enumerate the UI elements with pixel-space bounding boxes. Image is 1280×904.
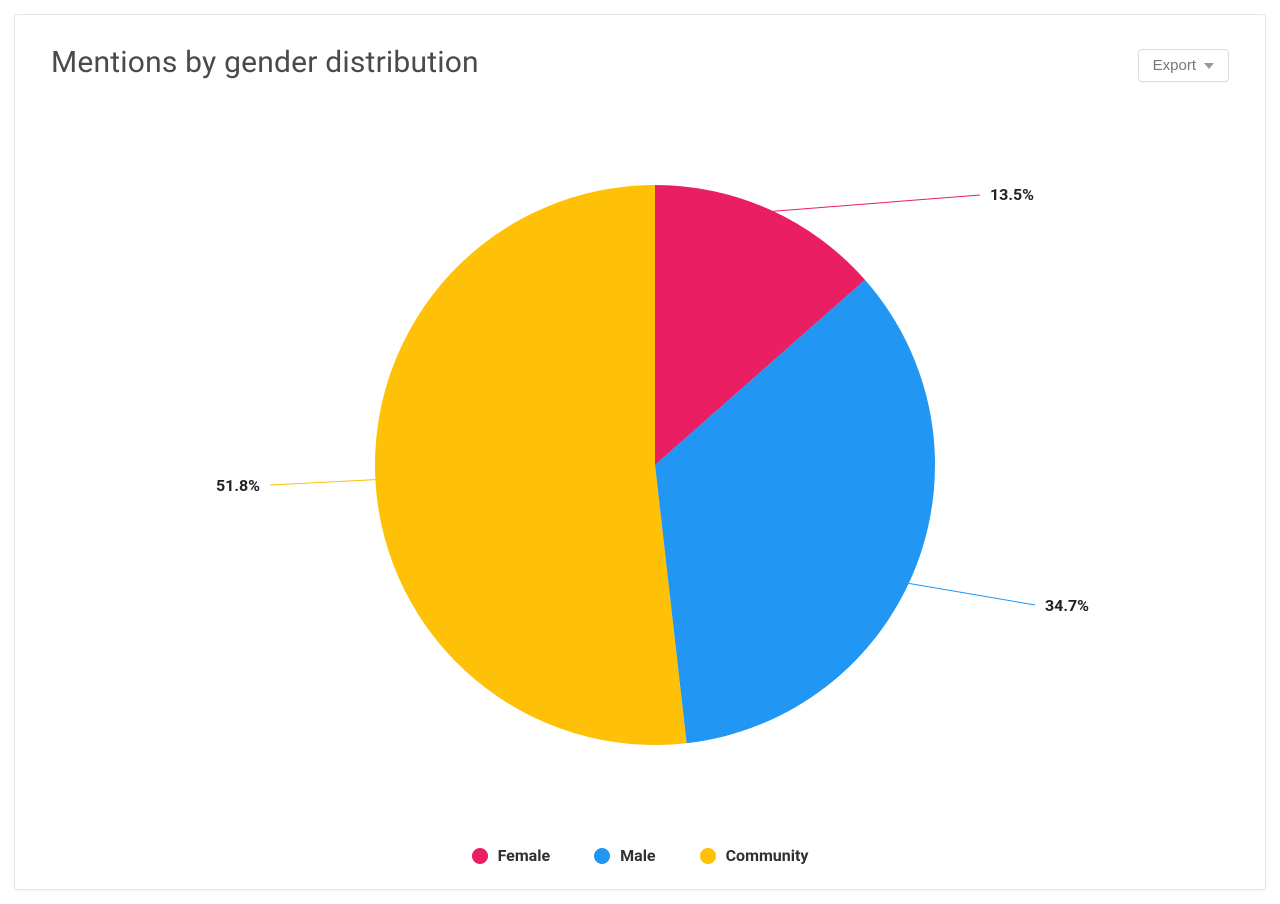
pie-chart-container: 13.5% 34.7% 51.8% — [15, 105, 1265, 819]
export-button[interactable]: Export — [1138, 49, 1229, 82]
chart-card: Mentions by gender distribution Export 1… — [14, 14, 1266, 890]
legend-item-label: Community — [726, 846, 809, 865]
legend-item-community[interactable]: Community — [700, 846, 809, 865]
leader-line — [270, 480, 375, 485]
legend-item-label: Male — [620, 846, 655, 865]
leader-line — [909, 583, 1035, 605]
slice-label-female: 13.5% — [990, 185, 1034, 204]
card-header: Mentions by gender distribution Export — [15, 15, 1265, 82]
export-button-label: Export — [1153, 57, 1196, 74]
slice-label-community: 51.8% — [216, 476, 260, 495]
legend-item-female[interactable]: Female — [472, 846, 551, 865]
chart-legend: Female Male Community — [15, 846, 1265, 865]
legend-dot-icon — [700, 848, 716, 864]
legend-dot-icon — [472, 848, 488, 864]
card-title: Mentions by gender distribution — [51, 45, 479, 80]
legend-item-male[interactable]: Male — [594, 846, 655, 865]
chevron-down-icon — [1204, 63, 1214, 69]
leader-line — [773, 195, 980, 211]
legend-item-label: Female — [498, 846, 551, 865]
slice-label-male: 34.7% — [1045, 596, 1089, 615]
legend-dot-icon — [594, 848, 610, 864]
pie-chart: 13.5% 34.7% 51.8% — [15, 105, 1267, 825]
pie-slice-community[interactable] — [375, 185, 687, 745]
